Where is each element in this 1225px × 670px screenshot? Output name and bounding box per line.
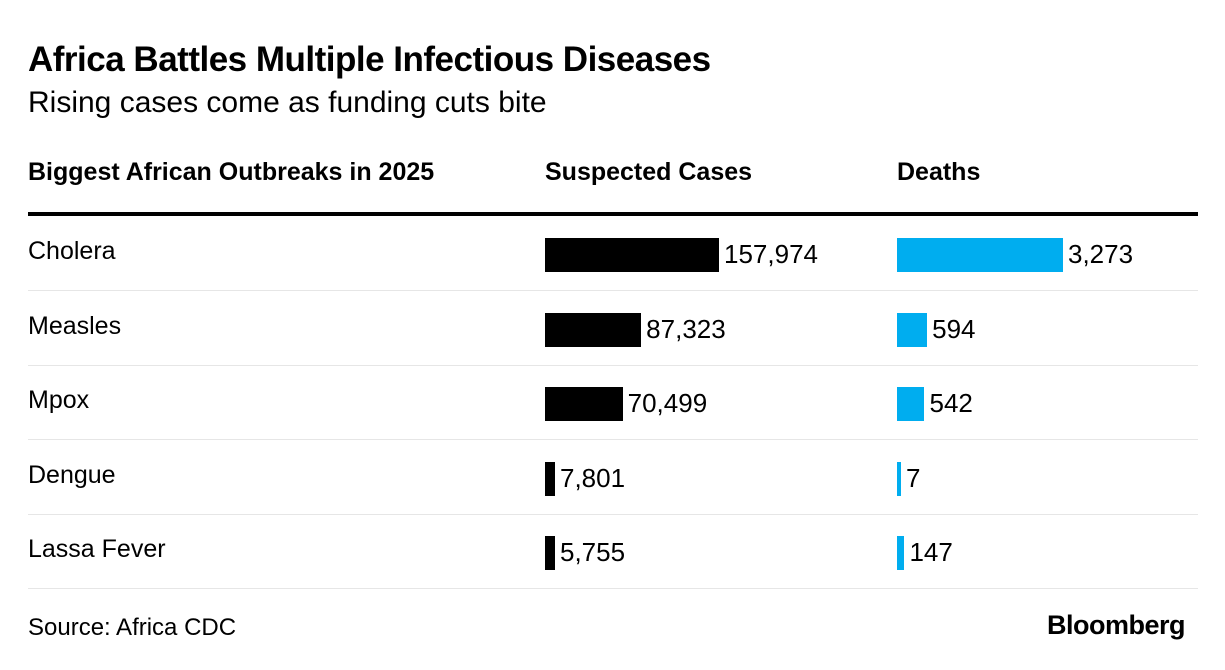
table-row: Dengue 7,801 7 xyxy=(28,441,1198,515)
deaths-value-label: 542 xyxy=(929,388,973,418)
cases-bar xyxy=(545,461,555,496)
deaths-value-label: 3,273 xyxy=(1068,239,1134,269)
cases-value-label: 70,499 xyxy=(627,388,708,418)
disease-label: Cholera xyxy=(28,237,116,265)
row-divider xyxy=(28,513,1198,515)
cases-bar xyxy=(545,238,719,272)
chart-subtitle: Rising cases come as funding cuts bite xyxy=(28,86,547,119)
disease-label: Lassa Fever xyxy=(28,535,166,563)
deaths-bar xyxy=(897,461,901,496)
table-row: Lassa Fever 5,755 147 xyxy=(28,515,1198,589)
cases-value-label: 87,323 xyxy=(646,313,726,344)
disease-label: Dengue xyxy=(28,460,116,489)
column-header-disease: Biggest African Outbreaks in 2025 xyxy=(28,158,435,186)
table-row: Mpox 70,499 542 xyxy=(28,366,1198,440)
row-divider xyxy=(28,364,1198,366)
cases-value-label: 157,974 xyxy=(724,239,818,269)
header-rule xyxy=(28,212,1198,216)
cases-bar xyxy=(545,536,555,570)
deaths-value-label: 7 xyxy=(906,462,921,493)
source-note: Source: Africa CDC xyxy=(28,614,237,641)
chart-title: Africa Battles Multiple Infectious Disea… xyxy=(28,40,711,79)
deaths-value-label: 594 xyxy=(932,313,976,344)
deaths-bar xyxy=(897,312,928,347)
cases-bar xyxy=(545,312,642,347)
cases-bar xyxy=(545,387,623,421)
row-divider xyxy=(28,439,1198,440)
column-header-deaths: Deaths xyxy=(897,158,981,186)
row-divider xyxy=(28,588,1198,589)
row-divider xyxy=(28,290,1198,291)
disease-label: Measles xyxy=(28,311,122,340)
table-row: Cholera 157,974 3,273 xyxy=(28,217,1198,291)
deaths-bar xyxy=(897,387,925,421)
column-header-cases: Suspected Cases xyxy=(545,158,753,186)
cases-value-label: 5,755 xyxy=(560,537,626,567)
table-row: Measles 87,323 594 xyxy=(28,292,1198,366)
deaths-value-label: 147 xyxy=(909,537,953,567)
deaths-bar xyxy=(897,238,1063,272)
cases-value-label: 7,801 xyxy=(560,462,626,493)
deaths-bar xyxy=(897,536,905,570)
bloomberg-logo: Bloomberg xyxy=(1046,610,1186,640)
disease-label: Mpox xyxy=(28,386,90,414)
